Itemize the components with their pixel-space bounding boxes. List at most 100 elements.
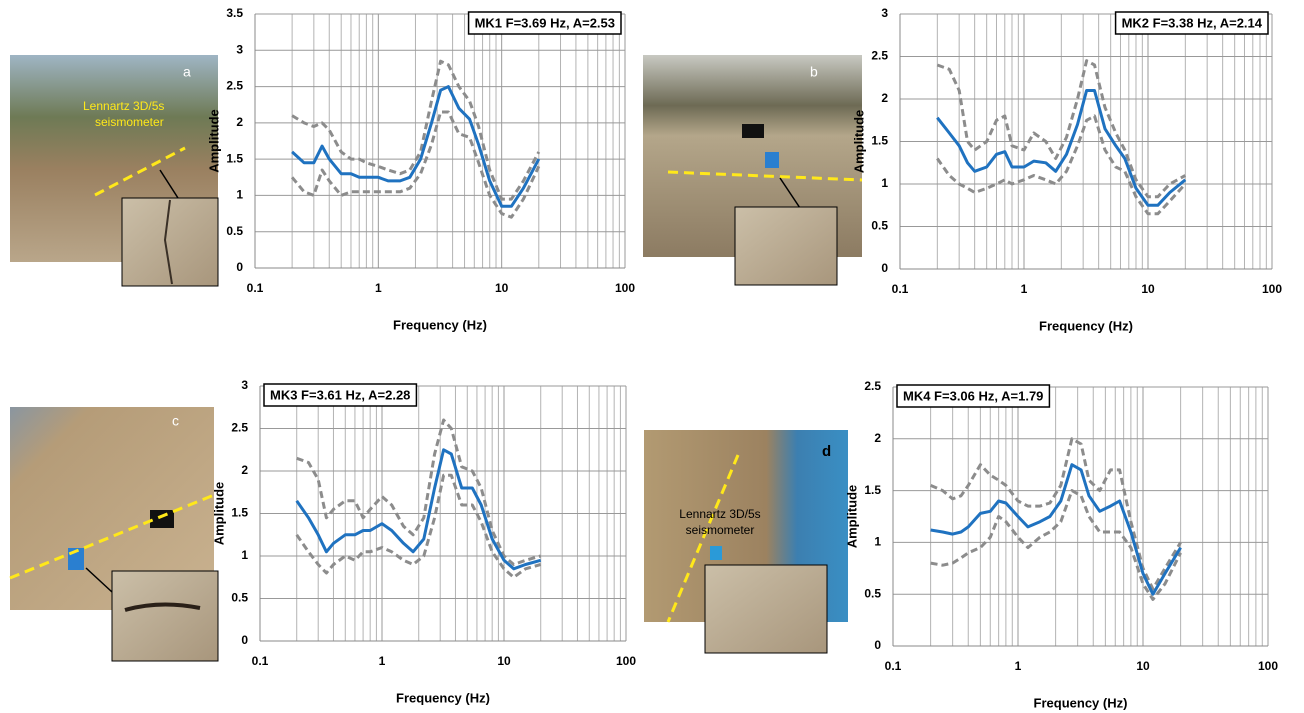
x-tick-label: 100 xyxy=(615,281,635,295)
annotation: MK1 F=3.69 Hz, A=2.53 xyxy=(467,11,622,35)
series-line xyxy=(930,463,1182,596)
photo-caption: seismometer xyxy=(95,115,164,129)
annotation-box xyxy=(896,384,1051,408)
x-tick-label: 10 xyxy=(495,281,509,295)
x-tick-label: 0.1 xyxy=(252,654,269,668)
annotation-text: MK1 F=3.69 Hz, A=2.53 xyxy=(475,15,615,30)
series-line xyxy=(936,59,1187,199)
y-tick-label: 1.5 xyxy=(864,483,881,497)
arrow xyxy=(85,567,113,593)
series-line xyxy=(296,418,542,566)
y-tick-label: 1 xyxy=(236,188,243,202)
photo: d Lennartz 3D/5s seismometer xyxy=(644,430,848,654)
chart: 0.1 1 10 100 0 0.5 1 1.5 2 2.5 3 3.5 Frequency (Hz) A… xyxy=(206,6,635,332)
y-tick-label: 0 xyxy=(874,638,881,652)
y-tick-label: 2.5 xyxy=(864,379,881,393)
chart: 0.1 1 10 100 0 0.5 1 1.5 2 2.5 3 Frequency (Hz) Ampl… xyxy=(851,6,1282,333)
annotation: MK3 F=3.61 Hz, A=2.28 xyxy=(263,383,418,407)
seismometer xyxy=(710,546,722,560)
photo-caption: Lennartz 3D/5s xyxy=(679,507,760,521)
x-tick-label: 1 xyxy=(1015,659,1022,673)
y-tick-label: 1 xyxy=(874,535,881,549)
x-tick-label: 1 xyxy=(379,654,386,668)
series-line xyxy=(936,114,1187,216)
inset-photo xyxy=(734,206,838,286)
x-tick-label: 100 xyxy=(616,654,636,668)
y-tick-label: 2 xyxy=(881,91,888,105)
photo-caption: Lennartz 3D/5s xyxy=(83,99,164,113)
x-tick-label: 0.1 xyxy=(247,281,264,295)
y-axis-title: Amplitude xyxy=(206,109,221,173)
photo: c xyxy=(9,407,219,662)
y-tick-label: 3 xyxy=(241,378,248,392)
y-tick-label: 2.5 xyxy=(226,79,243,93)
arrow xyxy=(779,177,801,209)
fault-line xyxy=(94,146,186,197)
y-tick-label: 0.5 xyxy=(226,224,243,238)
y-axis-title: Amplitude xyxy=(851,110,866,174)
annotation: MK4 F=3.06 Hz, A=1.79 xyxy=(896,384,1051,408)
photo-label: c xyxy=(172,413,179,429)
photo-label: a xyxy=(183,64,191,80)
annotation-box xyxy=(1114,11,1269,35)
x-tick-label: 10 xyxy=(1136,659,1150,673)
y-tick-label: 0 xyxy=(236,260,243,274)
x-tick-label: 1 xyxy=(375,281,382,295)
seismometer xyxy=(765,152,779,168)
series-line xyxy=(930,489,1182,601)
y-tick-label: 2 xyxy=(241,463,248,477)
inset-photo xyxy=(111,570,219,662)
annotation: MK2 F=3.38 Hz, A=2.14 xyxy=(1114,11,1269,35)
y-tick-label: 2.5 xyxy=(231,421,248,435)
fault-line xyxy=(9,493,215,580)
y-tick-label: 1 xyxy=(881,176,888,190)
annotation-text: MK3 F=3.61 Hz, A=2.28 xyxy=(270,387,410,402)
series-line xyxy=(295,473,542,579)
y-tick-label: 1.5 xyxy=(231,506,248,520)
inset-photo xyxy=(704,564,828,654)
annotation-text: MK4 F=3.06 Hz, A=1.79 xyxy=(903,388,1043,403)
fault-line xyxy=(666,454,740,623)
y-tick-label: 0 xyxy=(881,261,888,275)
annotation-text: MK2 F=3.38 Hz, A=2.14 xyxy=(1122,15,1263,30)
y-tick-label: 2 xyxy=(236,115,243,129)
x-axis-title: Frequency (Hz) xyxy=(1039,318,1133,333)
series-line xyxy=(291,59,541,201)
fault-line xyxy=(667,170,863,182)
annotation-box xyxy=(467,11,622,35)
chart: 0.1 1 10 100 0 0.5 1 1.5 2 2.5 3 Frequency (Hz) Ampl… xyxy=(211,378,636,705)
photo: b xyxy=(643,55,863,286)
series-line xyxy=(291,85,541,208)
y-axis-title: Amplitude xyxy=(211,482,226,546)
chart: 0.1 1 10 100 0 0.5 1 1.5 2 2.5 Frequency (Hz) Ampli… xyxy=(844,379,1278,710)
photo-caption: seismometer xyxy=(686,523,755,537)
photos: a Lennartz 3D/5s seismometer b c d Lenna… xyxy=(9,55,863,662)
y-tick-label: 2 xyxy=(874,431,881,445)
x-tick-label: 10 xyxy=(1141,282,1155,296)
y-tick-label: 1 xyxy=(241,548,248,562)
x-tick-label: 0.1 xyxy=(892,282,909,296)
x-axis-title: Frequency (Hz) xyxy=(393,317,487,332)
equipment xyxy=(150,510,174,528)
series-line xyxy=(936,89,1187,207)
equipment xyxy=(742,124,764,138)
y-tick-label: 2.5 xyxy=(871,49,888,63)
x-tick-label: 100 xyxy=(1262,282,1282,296)
series-line xyxy=(930,437,1182,591)
y-tick-label: 0.5 xyxy=(871,219,888,233)
x-axis-title: Frequency (Hz) xyxy=(1034,695,1128,710)
series-line xyxy=(295,448,542,571)
photo-label: b xyxy=(810,64,818,80)
x-tick-label: 1 xyxy=(1021,282,1028,296)
arrow xyxy=(159,169,179,199)
x-tick-label: 0.1 xyxy=(885,659,902,673)
y-tick-label: 3 xyxy=(236,42,243,56)
crack xyxy=(124,602,201,612)
y-tick-label: 0.5 xyxy=(864,586,881,600)
y-tick-label: 0 xyxy=(241,633,248,647)
annotation-box xyxy=(263,383,418,407)
photo-label: d xyxy=(822,443,831,460)
y-tick-label: 1.5 xyxy=(226,151,243,165)
x-tick-label: 100 xyxy=(1258,659,1278,673)
